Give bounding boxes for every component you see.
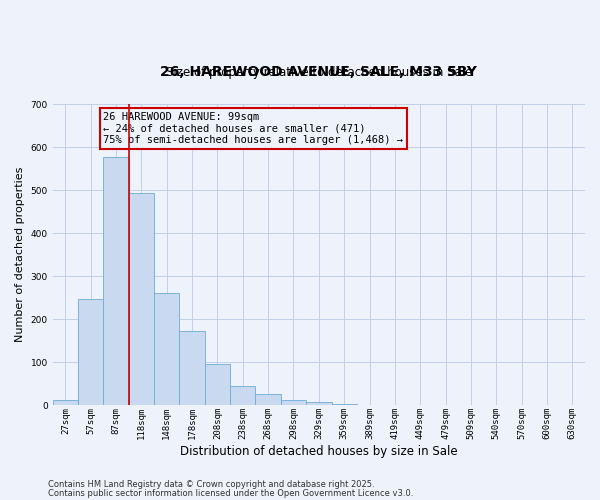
Y-axis label: Number of detached properties: Number of detached properties [15,167,25,342]
Text: Contains HM Land Registry data © Crown copyright and database right 2025.: Contains HM Land Registry data © Crown c… [48,480,374,489]
Bar [129,193,154,406]
X-axis label: Distribution of detached houses by size in Sale: Distribution of detached houses by size … [180,444,458,458]
Bar [256,394,281,406]
Text: 26, HAREWOOD AVENUE, SALE, M33 5BY: 26, HAREWOOD AVENUE, SALE, M33 5BY [160,64,477,78]
Bar [103,156,129,406]
Text: Contains public sector information licensed under the Open Government Licence v3: Contains public sector information licen… [48,488,413,498]
Bar [281,400,306,406]
Title: Size of property relative to detached houses in Sale: Size of property relative to detached ho… [166,66,472,80]
Bar [306,402,332,406]
Bar [78,298,103,406]
Text: 26 HAREWOOD AVENUE: 99sqm
← 24% of detached houses are smaller (471)
75% of semi: 26 HAREWOOD AVENUE: 99sqm ← 24% of detac… [103,112,403,145]
Bar [230,386,256,406]
Bar [53,400,78,406]
Bar [154,294,179,406]
Bar [332,404,357,406]
Bar [179,332,205,406]
Bar [205,364,230,406]
